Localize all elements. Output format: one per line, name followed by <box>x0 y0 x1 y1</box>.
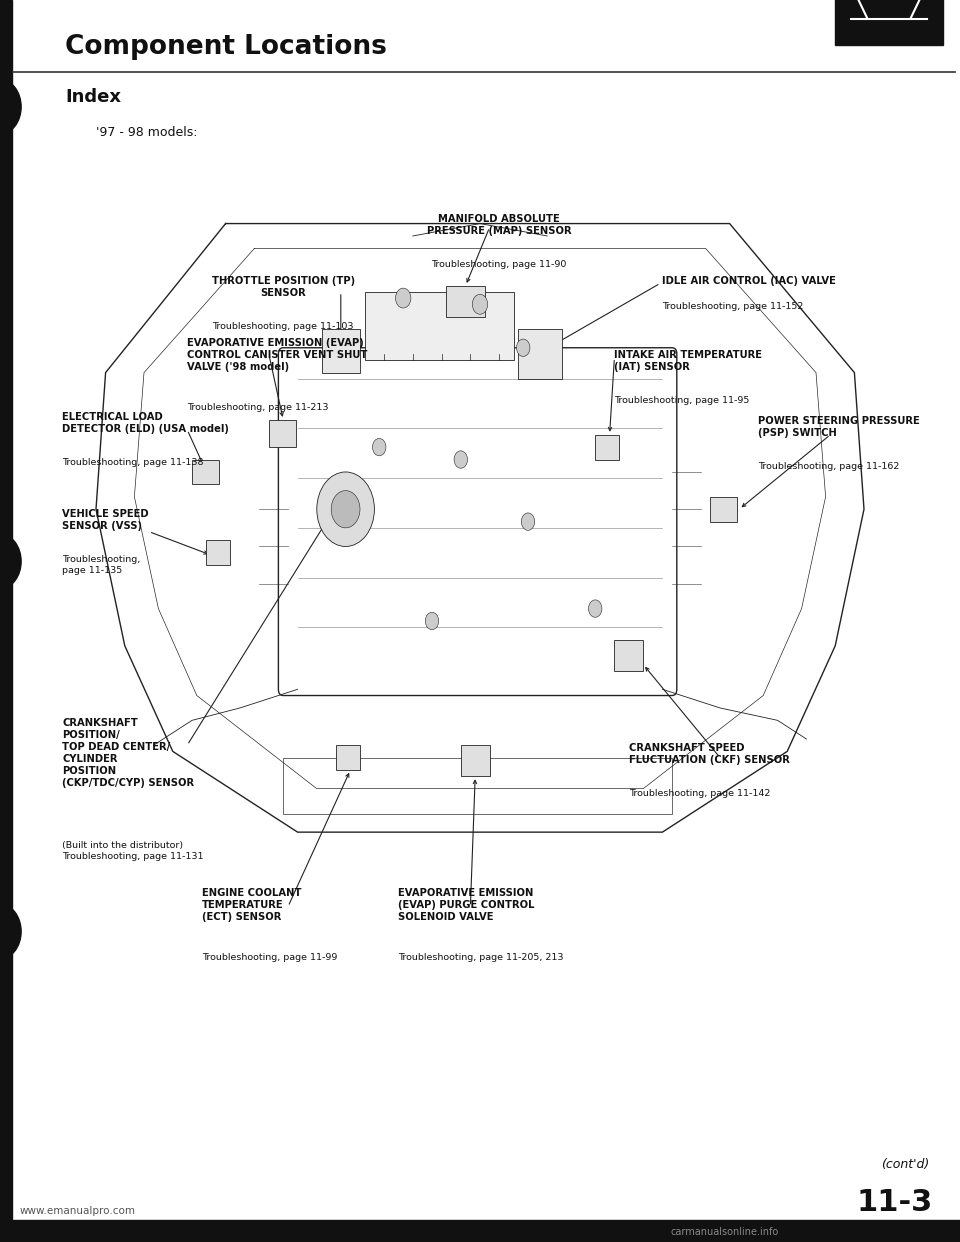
Bar <box>835 0 943 45</box>
Circle shape <box>0 904 21 959</box>
Text: Troubleshooting, page 11-99: Troubleshooting, page 11-99 <box>202 954 337 963</box>
Text: Troubleshooting, page 11-205, 213: Troubleshooting, page 11-205, 213 <box>398 954 564 963</box>
Text: ELECTRICAL LOAD
DETECTOR (ELD) (USA model): ELECTRICAL LOAD DETECTOR (ELD) (USA mode… <box>62 412 229 435</box>
Text: 11-3: 11-3 <box>857 1187 933 1217</box>
Text: Troubleshooting, page 11-162: Troubleshooting, page 11-162 <box>758 462 900 471</box>
Bar <box>192 460 219 484</box>
Text: Index: Index <box>65 88 121 106</box>
Text: Troubleshooting, page 11-138: Troubleshooting, page 11-138 <box>62 458 204 467</box>
Text: Troubleshooting, page 11-95: Troubleshooting, page 11-95 <box>614 396 750 405</box>
Bar <box>446 286 485 317</box>
Bar <box>614 640 643 671</box>
Bar <box>336 745 360 770</box>
Text: Troubleshooting, page 11-90: Troubleshooting, page 11-90 <box>431 260 567 268</box>
Text: VEHICLE SPEED
SENSOR (VSS): VEHICLE SPEED SENSOR (VSS) <box>62 509 149 532</box>
Text: Troubleshooting, page 11-152: Troubleshooting, page 11-152 <box>662 302 804 312</box>
Bar <box>461 745 490 776</box>
Text: Troubleshooting, page 11-142: Troubleshooting, page 11-142 <box>629 789 770 797</box>
Circle shape <box>372 438 386 456</box>
Circle shape <box>396 288 411 308</box>
Text: '97 - 98 models:: '97 - 98 models: <box>96 127 198 139</box>
Circle shape <box>317 472 374 546</box>
Bar <box>0 1220 960 1242</box>
Text: CRANKSHAFT SPEED
FLUCTUATION (CKF) SENSOR: CRANKSHAFT SPEED FLUCTUATION (CKF) SENSO… <box>629 743 790 765</box>
Text: EVAPORATIVE EMISSION (EVAP)
CONTROL CANISTER VENT SHUT
VALVE ('98 model): EVAPORATIVE EMISSION (EVAP) CONTROL CANI… <box>187 338 368 371</box>
Circle shape <box>588 600 602 617</box>
Text: www.emanualpro.com: www.emanualpro.com <box>19 1206 135 1216</box>
Bar <box>283 758 672 814</box>
Text: MANIFOLD ABSOLUTE
PRESSURE (MAP) SENSOR: MANIFOLD ABSOLUTE PRESSURE (MAP) SENSOR <box>427 214 571 236</box>
Bar <box>206 540 230 565</box>
Circle shape <box>0 534 21 589</box>
Circle shape <box>454 451 468 468</box>
Circle shape <box>472 294 488 314</box>
Bar <box>595 435 619 460</box>
Text: (Built into the distributor)
Troubleshooting, page 11-131: (Built into the distributor) Troubleshoo… <box>62 841 204 861</box>
Text: carmanualsonline.info: carmanualsonline.info <box>671 1227 779 1237</box>
Bar <box>269 420 296 447</box>
Text: ENGINE COOLANT
TEMPERATURE
(ECT) SENSOR: ENGINE COOLANT TEMPERATURE (ECT) SENSOR <box>202 888 301 922</box>
Text: Component Locations: Component Locations <box>65 35 387 60</box>
Text: CRANKSHAFT
POSITION/
TOP DEAD CENTER/
CYLINDER
POSITION
(CKP/TDC/CYP) SENSOR: CRANKSHAFT POSITION/ TOP DEAD CENTER/ CY… <box>62 718 195 787</box>
Text: Troubleshooting, page 11-213: Troubleshooting, page 11-213 <box>187 402 328 412</box>
Bar <box>322 329 360 373</box>
Text: Troubleshooting, page 11-103: Troubleshooting, page 11-103 <box>212 322 354 330</box>
Bar <box>0 0 12 1242</box>
Text: POWER STEERING PRESSURE
(PSP) SWITCH: POWER STEERING PRESSURE (PSP) SWITCH <box>758 416 920 438</box>
Bar <box>710 497 737 522</box>
Circle shape <box>0 79 21 134</box>
Bar <box>518 329 562 379</box>
Text: IDLE AIR CONTROL (IAC) VALVE: IDLE AIR CONTROL (IAC) VALVE <box>662 276 836 286</box>
Circle shape <box>521 513 535 530</box>
Bar <box>365 292 514 360</box>
Circle shape <box>331 491 360 528</box>
Text: Troubleshooting,
page 11-135: Troubleshooting, page 11-135 <box>62 555 141 575</box>
Text: EVAPORATIVE EMISSION
(EVAP) PURGE CONTROL
SOLENOID VALVE: EVAPORATIVE EMISSION (EVAP) PURGE CONTRO… <box>398 888 535 922</box>
Text: INTAKE AIR TEMPERATURE
(IAT) SENSOR: INTAKE AIR TEMPERATURE (IAT) SENSOR <box>614 350 762 373</box>
Circle shape <box>516 339 530 356</box>
Text: THROTTLE POSITION (TP)
SENSOR: THROTTLE POSITION (TP) SENSOR <box>211 276 355 298</box>
Text: (cont'd): (cont'd) <box>881 1159 929 1171</box>
Circle shape <box>425 612 439 630</box>
